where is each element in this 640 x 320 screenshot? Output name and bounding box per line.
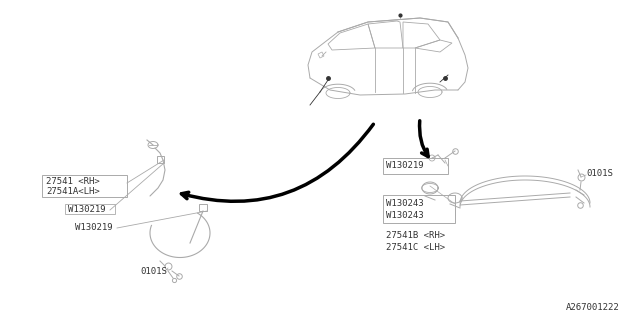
Text: 0101S: 0101S — [140, 267, 167, 276]
Bar — [383, 158, 448, 174]
Text: A267001222: A267001222 — [566, 303, 620, 312]
Text: W130219: W130219 — [68, 205, 106, 214]
Text: W130219: W130219 — [75, 223, 113, 233]
Text: W130219: W130219 — [386, 162, 424, 171]
Text: W130243: W130243 — [386, 199, 424, 209]
Text: 27541A<LH>: 27541A<LH> — [46, 187, 100, 196]
Text: 27541 <RH>: 27541 <RH> — [46, 178, 100, 187]
Text: 0101S: 0101S — [586, 169, 613, 178]
Text: W130243: W130243 — [386, 211, 424, 220]
Text: 27541B <RH>: 27541B <RH> — [386, 230, 445, 239]
Bar — [199, 204, 207, 211]
Bar — [65, 204, 115, 214]
Bar — [383, 195, 455, 223]
Text: 27541C <LH>: 27541C <LH> — [386, 243, 445, 252]
Bar — [157, 156, 164, 163]
